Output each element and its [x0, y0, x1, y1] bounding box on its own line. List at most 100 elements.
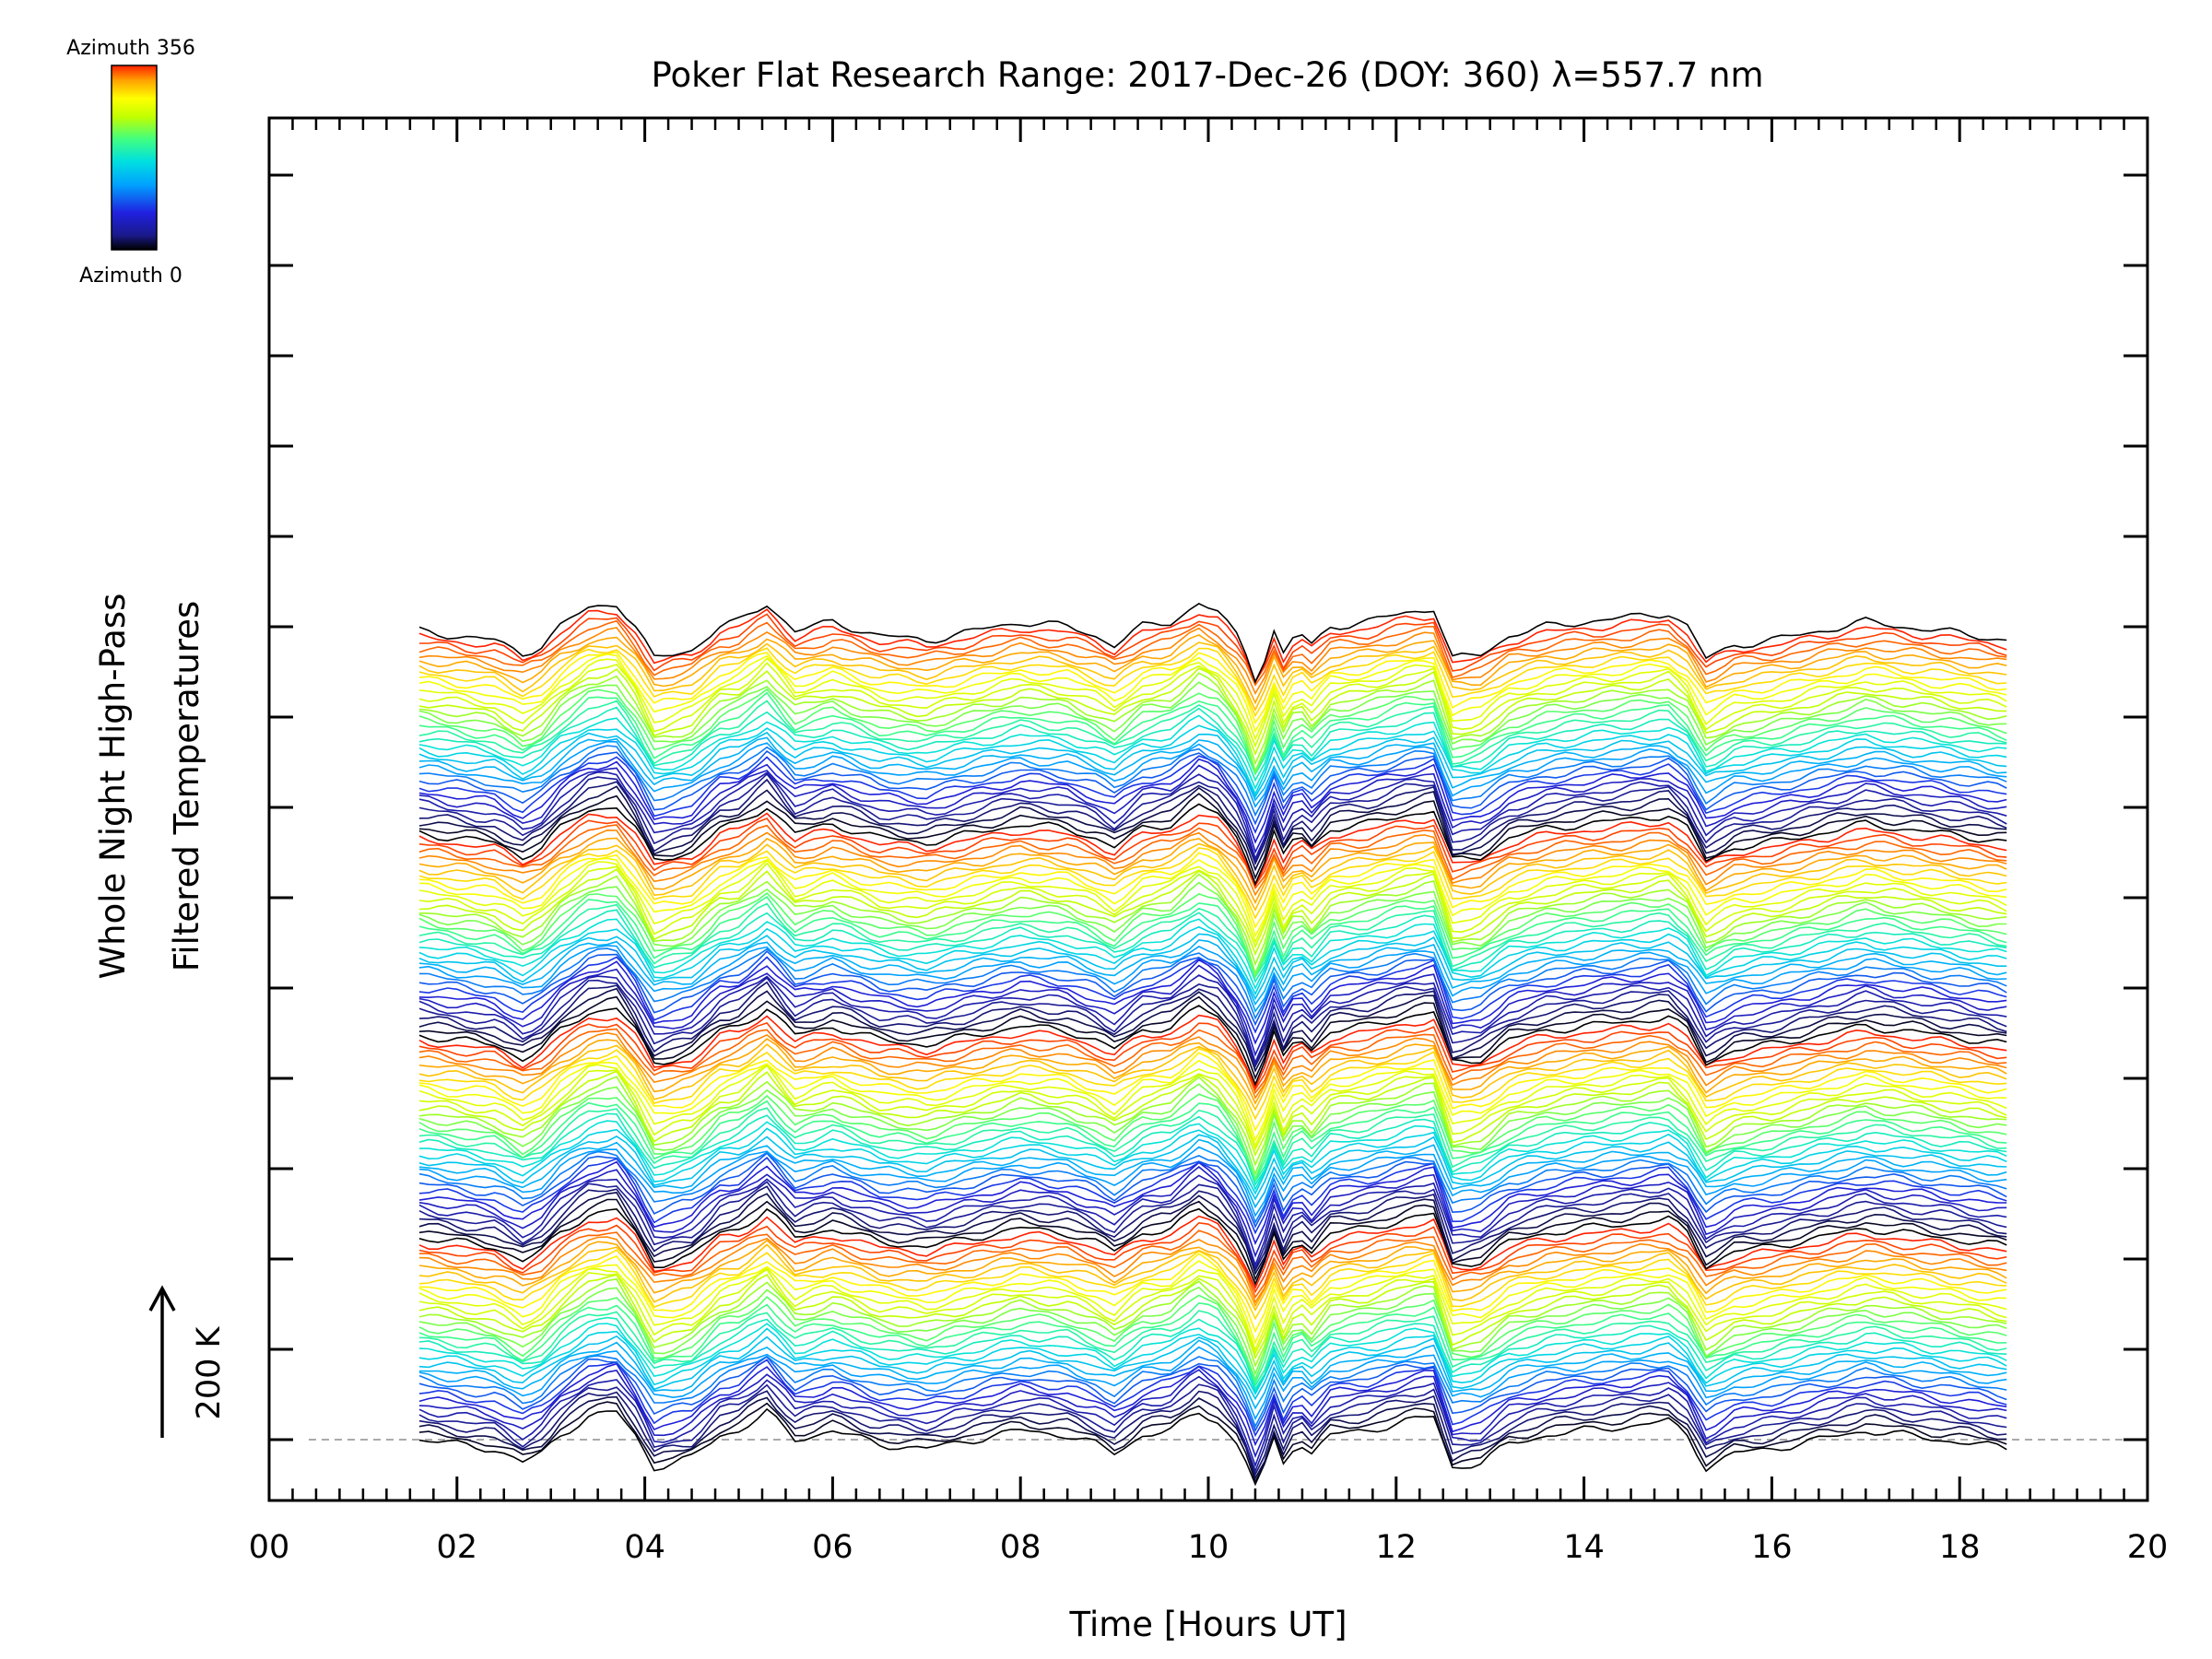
series-line: [418, 1401, 2007, 1484]
series-line: [418, 619, 2007, 687]
series-line: [418, 657, 2007, 741]
series-line: [418, 956, 2007, 1034]
series-line: [418, 892, 2007, 980]
series-line: [418, 995, 2007, 1080]
series-line: [418, 873, 2007, 967]
series-line: [418, 837, 2007, 905]
series-line: [418, 1070, 2007, 1158]
series-line: [418, 1134, 2007, 1201]
series-line: [418, 803, 2007, 887]
series-line: [418, 653, 2007, 734]
y-axis-label-line-2: Filtered Temperatures: [167, 601, 206, 971]
series-line: [418, 964, 2007, 1057]
series-line: [418, 1160, 2007, 1246]
x-tick-label: 10: [1188, 1529, 1230, 1566]
series-line: [418, 764, 2007, 854]
series-line: [418, 1198, 2007, 1281]
series-line: [418, 1294, 2007, 1382]
series-line: [418, 1268, 2007, 1356]
series-line: [418, 681, 2007, 773]
series-line: [418, 945, 2007, 1013]
x-tick-label: 18: [1939, 1529, 1981, 1566]
x-tick-label: 06: [812, 1529, 853, 1566]
series-line: [418, 608, 2007, 685]
series-line: [418, 1063, 2007, 1148]
series-line: [418, 1253, 2007, 1334]
series-line: [418, 1093, 2007, 1182]
series-line: [418, 1127, 2007, 1195]
series-line: [418, 771, 2007, 861]
scale-bar-label: 200 K: [191, 1326, 228, 1420]
series-line: [418, 1260, 2007, 1346]
x-tick-labels: 00 02 04 06 08 10 12 14 16 18 20: [249, 1529, 2169, 1566]
x-tick-label: 04: [624, 1529, 665, 1566]
series-line: [418, 1327, 2007, 1395]
series-line: [418, 1014, 2007, 1089]
series-line: [418, 1031, 2007, 1100]
series-line: [418, 1346, 2007, 1421]
series-line: [418, 1185, 2007, 1273]
series-line: [418, 829, 2007, 897]
series-line: [418, 740, 2007, 808]
series-line: [418, 1052, 2007, 1133]
series-line: [418, 1138, 2007, 1209]
series-line: [418, 1266, 2007, 1352]
series-line: [418, 974, 2007, 1065]
series-line: [418, 1375, 2007, 1468]
series-line: [418, 1407, 2007, 1487]
plot-area: [309, 602, 2147, 1487]
series-line: [418, 1005, 2007, 1087]
series-line: [418, 1156, 2007, 1235]
series-line: [418, 852, 2007, 929]
series-line: [418, 1221, 2007, 1294]
series-line: [418, 1165, 2007, 1258]
series-line: [418, 1174, 2007, 1267]
series-line: [418, 651, 2007, 724]
series-line: [418, 987, 2007, 1073]
colorbar-bottom-label: Azimuth 0: [79, 265, 182, 288]
chart-title: Poker Flat Research Range: 2017-Dec-26 (…: [651, 55, 1763, 95]
series-line: [418, 1236, 2007, 1304]
colorbar-top-label: Azimuth 356: [66, 37, 195, 60]
series-line: [418, 1192, 2007, 1276]
series-line: [418, 1301, 2007, 1384]
series-line: [418, 1181, 2007, 1271]
series-line: [418, 1107, 2007, 1183]
series-line: [418, 1207, 2007, 1287]
series-line: [418, 847, 2007, 920]
series-line: [418, 1100, 2007, 1182]
series-line: [418, 1038, 2007, 1105]
series-line: [418, 731, 2007, 799]
series-line: [418, 1369, 2007, 1459]
series-line: [418, 1152, 2007, 1229]
series-line: [418, 1286, 2007, 1376]
series-line: [418, 857, 2007, 938]
series-layer: [418, 602, 2007, 1487]
series-line: [418, 1059, 2007, 1143]
series-line: [418, 700, 2007, 776]
series-line: [418, 881, 2007, 976]
series-line: [418, 706, 2007, 782]
series-line: [418, 947, 2007, 1020]
x-axis-label: Time [Hours UT]: [1068, 1605, 1347, 1644]
series-line: [418, 1146, 2007, 1218]
series-line: [418, 1150, 2007, 1225]
series-line: [418, 688, 2007, 776]
series-line: [418, 641, 2007, 712]
series-line: [418, 1064, 2007, 1151]
series-line: [418, 925, 2007, 996]
series-line: [418, 778, 2007, 865]
series-line: [418, 1239, 2007, 1308]
scale-bar-arrow-head: [148, 1285, 176, 1312]
series-line: [418, 959, 2007, 1045]
series-line: [418, 602, 2007, 685]
series-line: [418, 1339, 2007, 1410]
series-line: [418, 662, 2007, 748]
series-line: [418, 1021, 2007, 1091]
series-line: [418, 1390, 2007, 1477]
series-line: [418, 1028, 2007, 1095]
series-line: [418, 1359, 2007, 1438]
series-line: [418, 1249, 2007, 1321]
series-line: [418, 772, 2007, 864]
series-line: [418, 824, 2007, 890]
